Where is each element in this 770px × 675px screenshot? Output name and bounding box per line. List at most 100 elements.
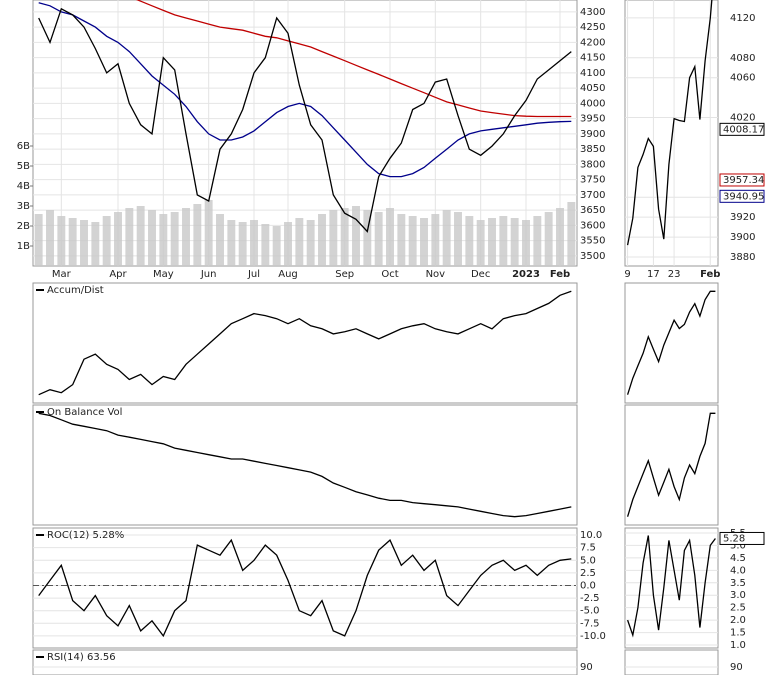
volume-bar	[522, 220, 530, 266]
y-tick-label: 3700	[580, 190, 605, 201]
volume-bar	[352, 206, 360, 266]
x-tick-label: Feb	[700, 269, 720, 280]
y-tick-label: -10.0	[580, 631, 606, 642]
price-tag	[719, 189, 765, 203]
volume-bar	[91, 222, 100, 266]
volume-bar	[46, 210, 54, 266]
price-tag-label: 3940.95	[723, 191, 764, 202]
panel-title: ROC(12) 5.28%	[47, 530, 124, 541]
x-tick-label: Aug	[278, 269, 298, 280]
y-tick-label: 4250	[580, 22, 605, 33]
x-tick-label: 23	[668, 269, 681, 280]
panel-title: RSI(14) 63.56	[47, 652, 116, 663]
volume-bar	[295, 218, 304, 266]
y-tick-label: 0.0	[580, 580, 596, 591]
y-tick-label: 3900	[730, 232, 755, 243]
panel	[32, 527, 578, 649]
x-tick-label: 17	[647, 269, 660, 280]
volume-bar	[57, 216, 66, 266]
y-tick-label: 4100	[580, 68, 605, 79]
panel	[624, 404, 719, 526]
y-tick-label: 4020	[730, 113, 755, 124]
panel	[32, 649, 578, 675]
panel-title: On Balance Vol	[47, 407, 122, 418]
series-line	[626, 290, 716, 395]
plot	[625, 0, 718, 266]
y-tick-label: -5.0	[580, 606, 600, 617]
volume-bar	[159, 214, 168, 266]
volume-bar	[386, 208, 394, 266]
volume-bar	[329, 210, 338, 266]
y-tick-label: 4.5	[730, 553, 746, 564]
x-tick-label: Sep	[335, 269, 354, 280]
volume-bar	[182, 208, 190, 266]
y-tick-label: 3850	[580, 144, 605, 155]
plot	[33, 0, 577, 266]
y-tick-label: 4150	[580, 53, 605, 64]
y-tick-label: 3800	[580, 159, 605, 170]
price-tag-label: 3957.34	[723, 175, 764, 186]
panel	[624, 527, 719, 649]
panel	[32, 0, 578, 267]
volume-bar	[374, 212, 383, 266]
volume-bar	[465, 216, 474, 266]
y-tick-label: 4000	[580, 98, 605, 109]
y-tick-label: 3500	[580, 251, 605, 262]
price-tag	[719, 531, 765, 545]
volume-bar	[238, 222, 247, 266]
y-tick-label: 10.0	[580, 530, 602, 541]
x-tick-label: Jul	[247, 269, 260, 280]
x-tick-label: Mar	[52, 269, 72, 280]
volume-bar	[68, 218, 77, 266]
y-tick-label: 5.0	[730, 540, 746, 551]
y-tick-label: 3.5	[730, 578, 746, 589]
y-tick-label: 4050	[580, 83, 605, 94]
x-tick-label: Nov	[426, 269, 446, 280]
volume-bar	[125, 208, 134, 266]
y-tick-label: 2.5	[730, 603, 746, 614]
plot	[38, 290, 572, 396]
plot	[626, 290, 716, 395]
y2-tick-label: 3B	[17, 201, 30, 212]
volume-bar	[204, 200, 213, 266]
x-tick-label: Dec	[471, 269, 490, 280]
volume-bar	[454, 212, 462, 266]
price-tag-label: 4008.17	[723, 124, 764, 135]
panel	[624, 282, 719, 404]
panel	[624, 0, 719, 267]
volume-bar	[193, 204, 202, 266]
plot	[626, 412, 716, 517]
series-line	[38, 538, 572, 638]
volume-bar	[544, 212, 553, 266]
volume-bar	[261, 224, 270, 266]
x-tick-label: 2023	[512, 269, 540, 280]
y-tick-label: 3600	[580, 220, 605, 231]
volume-bar	[567, 202, 576, 266]
panel-title: Accum/Dist	[47, 285, 104, 296]
plot	[625, 532, 718, 646]
y-tick-label: 7.5	[580, 543, 596, 554]
volume-bar	[170, 212, 179, 266]
series-line	[38, 412, 572, 518]
y-tick-label: 3750	[580, 175, 605, 186]
volume-bar	[442, 210, 451, 266]
panel	[32, 404, 578, 526]
series-line	[38, 290, 572, 396]
y2-tick-label: 4B	[17, 181, 30, 192]
y-tick-label: 3950	[580, 114, 605, 125]
y-tick-label: 5.0	[580, 555, 596, 566]
y-tick-label: 2.0	[730, 615, 746, 626]
volume-bar	[284, 222, 292, 266]
y-tick-label: -7.5	[580, 618, 600, 629]
volume-bar	[476, 220, 485, 266]
y-tick-label: 90	[730, 662, 743, 673]
price-tag	[719, 122, 765, 136]
volume-bar	[216, 214, 224, 266]
volume-bar	[250, 220, 258, 266]
y-tick-label: 3880	[730, 252, 755, 263]
y2-tick-label: 1B	[17, 241, 30, 252]
y2-tick-label: 5B	[17, 161, 30, 172]
x-tick-label: Feb	[550, 269, 570, 280]
y-tick-label: 3650	[580, 205, 605, 216]
volume-bar	[136, 206, 145, 266]
